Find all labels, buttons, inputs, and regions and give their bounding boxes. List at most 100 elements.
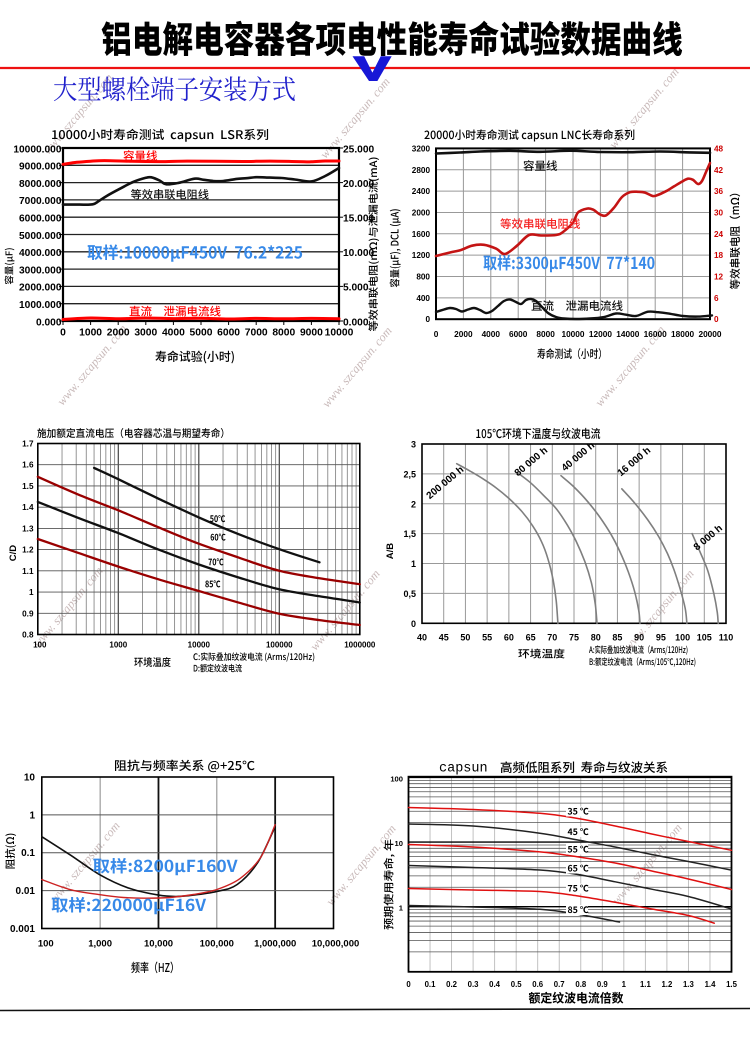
svg-text:18: 18 [714, 251, 724, 260]
svg-text:60: 60 [504, 633, 514, 643]
svg-text:C/D: C/D [8, 545, 19, 562]
svg-text:0: 0 [60, 328, 66, 339]
svg-text:2,5: 2,5 [403, 469, 416, 479]
svg-text:1,000: 1,000 [88, 939, 112, 950]
svg-text:0: 0 [406, 980, 411, 989]
svg-text:0.8: 0.8 [22, 631, 34, 640]
svg-text:55: 55 [482, 633, 492, 643]
svg-text:20000: 20000 [698, 329, 721, 339]
svg-text:5000.000: 5000.000 [19, 231, 62, 242]
svg-text:1.3: 1.3 [683, 980, 695, 989]
svg-text:1.1: 1.1 [640, 980, 652, 989]
svg-text:1000000: 1000000 [344, 641, 376, 650]
svg-text:A/B: A/B [385, 543, 396, 560]
svg-text:18000: 18000 [671, 329, 694, 339]
svg-text:1,5: 1,5 [403, 529, 416, 539]
svg-text:1000: 1000 [79, 328, 102, 339]
svg-text:105: 105 [697, 633, 712, 643]
svg-text:7000: 7000 [245, 328, 268, 339]
svg-text:0,5: 0,5 [403, 589, 416, 599]
svg-text:10000: 10000 [188, 641, 211, 650]
svg-text:0.000: 0.000 [36, 317, 62, 328]
svg-text:3000.000: 3000.000 [19, 265, 62, 276]
svg-text:1600: 1600 [412, 230, 431, 239]
svg-text:1.7: 1.7 [22, 440, 34, 449]
svg-text:1200: 1200 [412, 251, 431, 260]
svg-text:20.000: 20.000 [343, 179, 374, 190]
svg-text:0.6: 0.6 [532, 980, 544, 989]
svg-text:95: 95 [656, 633, 666, 643]
svg-text:2000: 2000 [107, 328, 130, 339]
svg-text:100: 100 [390, 774, 403, 783]
svg-text:0.9: 0.9 [597, 980, 609, 989]
svg-text:10000: 10000 [561, 329, 584, 339]
svg-text:6000: 6000 [509, 329, 528, 339]
svg-text:10000: 10000 [325, 328, 354, 339]
svg-text:10,000,000: 10,000,000 [312, 939, 360, 950]
svg-text:100: 100 [38, 939, 54, 950]
svg-text:3000: 3000 [134, 328, 157, 339]
svg-text:1.2: 1.2 [661, 980, 673, 989]
svg-text:9000: 9000 [300, 328, 323, 339]
svg-text:1,000,000: 1,000,000 [254, 939, 296, 950]
svg-text:1.2: 1.2 [22, 546, 34, 555]
svg-text:65: 65 [526, 633, 536, 643]
svg-text:12: 12 [714, 273, 724, 282]
svg-text:2000: 2000 [454, 329, 473, 339]
svg-text:100000: 100000 [266, 641, 293, 650]
svg-text:40: 40 [417, 633, 427, 643]
svg-text:2000: 2000 [412, 208, 431, 217]
svg-text:1: 1 [29, 588, 34, 597]
svg-text:24: 24 [714, 230, 724, 239]
svg-text:2800: 2800 [412, 166, 431, 175]
svg-text:6000: 6000 [217, 328, 240, 339]
svg-text:3200: 3200 [412, 144, 431, 153]
svg-text:110: 110 [719, 633, 734, 643]
svg-text:75: 75 [569, 633, 579, 643]
svg-text:1.4: 1.4 [705, 980, 717, 989]
svg-text:85: 85 [612, 633, 622, 643]
svg-text:6000.000: 6000.000 [19, 214, 62, 225]
svg-text:10: 10 [24, 773, 36, 784]
svg-text:45: 45 [439, 633, 449, 643]
svg-text:capsun: capsun [439, 762, 488, 777]
svg-text:4000: 4000 [482, 329, 501, 339]
svg-text:0.3: 0.3 [468, 980, 480, 989]
svg-text:4000.000: 4000.000 [19, 248, 62, 259]
svg-text:2400: 2400 [412, 187, 431, 196]
svg-text:100: 100 [675, 633, 690, 643]
svg-text:15.000: 15.000 [343, 214, 374, 225]
svg-text:10,000: 10,000 [144, 939, 173, 950]
svg-text:100: 100 [33, 641, 47, 650]
svg-text:48: 48 [714, 144, 724, 153]
svg-text:1: 1 [622, 980, 627, 989]
svg-text:0.7: 0.7 [554, 980, 565, 989]
svg-text:0.2: 0.2 [446, 980, 458, 989]
svg-text:36: 36 [714, 187, 724, 196]
svg-text:8000: 8000 [536, 329, 555, 339]
svg-text:1.4: 1.4 [22, 503, 34, 512]
svg-text:1000.000: 1000.000 [19, 300, 62, 311]
svg-text:800: 800 [416, 273, 430, 282]
svg-text:25.000: 25.000 [343, 144, 374, 155]
svg-text:2000.000: 2000.000 [19, 283, 62, 294]
svg-text:30: 30 [714, 208, 724, 217]
svg-text:5.000: 5.000 [343, 283, 369, 294]
svg-text:12000: 12000 [589, 329, 612, 339]
svg-text:50: 50 [460, 633, 470, 643]
svg-text:10000.000: 10000.000 [13, 144, 61, 155]
svg-text:400: 400 [416, 294, 430, 303]
svg-text:1.1: 1.1 [22, 567, 34, 576]
svg-text:0.8: 0.8 [575, 980, 587, 989]
svg-text:90: 90 [634, 633, 644, 643]
svg-text:0: 0 [714, 315, 719, 324]
svg-text:8000.000: 8000.000 [19, 179, 62, 190]
svg-text:1: 1 [411, 559, 416, 569]
svg-text:0: 0 [425, 315, 430, 324]
svg-text:0.001: 0.001 [10, 924, 35, 935]
svg-text:1.3: 1.3 [22, 524, 34, 533]
svg-text:0.5: 0.5 [511, 980, 523, 989]
svg-text:70: 70 [547, 633, 557, 643]
svg-text:1.5: 1.5 [22, 482, 34, 491]
svg-text:8000: 8000 [272, 328, 295, 339]
